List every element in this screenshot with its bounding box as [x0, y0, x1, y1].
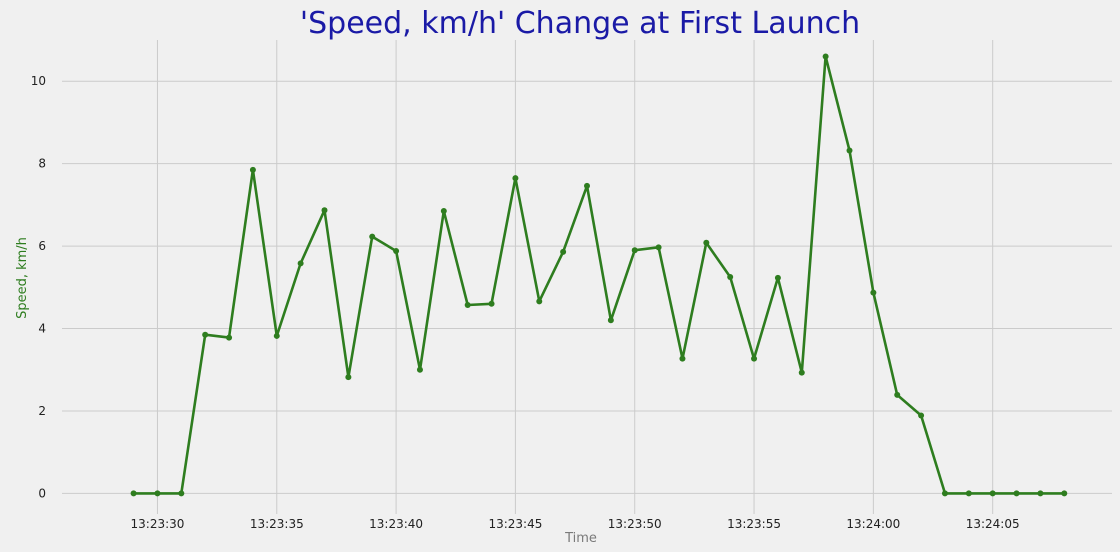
data-point — [321, 207, 328, 214]
data-point — [846, 147, 853, 154]
data-point — [941, 490, 948, 497]
data-point — [273, 332, 280, 339]
y-tick-label: 4 — [38, 322, 46, 336]
data-point — [178, 490, 185, 497]
x-tick-label: 13:24:00 — [846, 517, 900, 531]
data-point — [1061, 490, 1068, 497]
data-point — [655, 244, 662, 251]
data-point — [297, 260, 304, 267]
y-tick-label: 2 — [38, 404, 46, 418]
data-point — [440, 208, 447, 215]
data-point — [607, 317, 614, 324]
data-point — [584, 182, 590, 189]
data-point — [202, 331, 209, 338]
data-point — [727, 274, 734, 280]
y-tick-label: 6 — [38, 239, 46, 253]
data-point — [822, 53, 829, 60]
data-point — [1013, 490, 1020, 497]
x-axis-ticks: 13:23:30 13:23:35 13:23:40 13:23:45 13:23:50… — [131, 517, 1020, 531]
data-point — [870, 289, 877, 296]
data-point — [751, 355, 758, 362]
data-point — [249, 166, 256, 173]
data-point — [965, 490, 972, 497]
y-axis-ticks: 0 2 4 6 8 10 — [31, 74, 46, 500]
series-line-speed — [133, 55, 1065, 495]
data-point — [798, 369, 805, 376]
data-point — [918, 412, 925, 419]
data-point — [130, 490, 137, 497]
data-point — [1037, 490, 1044, 497]
data-point — [464, 302, 471, 309]
y-tick-label: 8 — [38, 157, 46, 171]
data-point — [894, 391, 901, 398]
data-point — [989, 490, 996, 497]
y-tick-label: 10 — [31, 74, 46, 88]
data-point — [488, 300, 495, 307]
data-point — [416, 366, 423, 373]
data-point — [774, 274, 781, 281]
data-point — [393, 248, 400, 255]
data-point — [512, 175, 519, 182]
data-point — [154, 490, 161, 497]
x-tick-label: 13:24:05 — [966, 517, 1020, 531]
x-tick-label: 13:23:30 — [131, 517, 185, 531]
y-tick-label: 0 — [38, 486, 46, 500]
y-axis-label: Speed, km/h — [15, 237, 30, 319]
x-axis-label: Time — [564, 531, 597, 546]
data-point — [679, 355, 686, 362]
data-point — [345, 374, 352, 381]
data-point — [369, 233, 376, 240]
x-tick-label: 13:23:40 — [369, 517, 423, 531]
data-point — [703, 239, 710, 246]
x-tick-label: 13:23:50 — [608, 517, 662, 531]
x-tick-label: 13:23:35 — [250, 517, 304, 531]
data-points — [130, 53, 1068, 497]
data-point — [560, 248, 567, 255]
x-tick-label: 13:23:55 — [727, 517, 781, 531]
grid — [62, 40, 1112, 514]
data-point — [631, 247, 638, 254]
data-point — [226, 334, 233, 341]
chart-title: 'Speed, km/h' Change at First Launch — [300, 6, 860, 41]
x-tick-label: 13:23:45 — [488, 517, 542, 531]
data-point — [536, 298, 543, 305]
